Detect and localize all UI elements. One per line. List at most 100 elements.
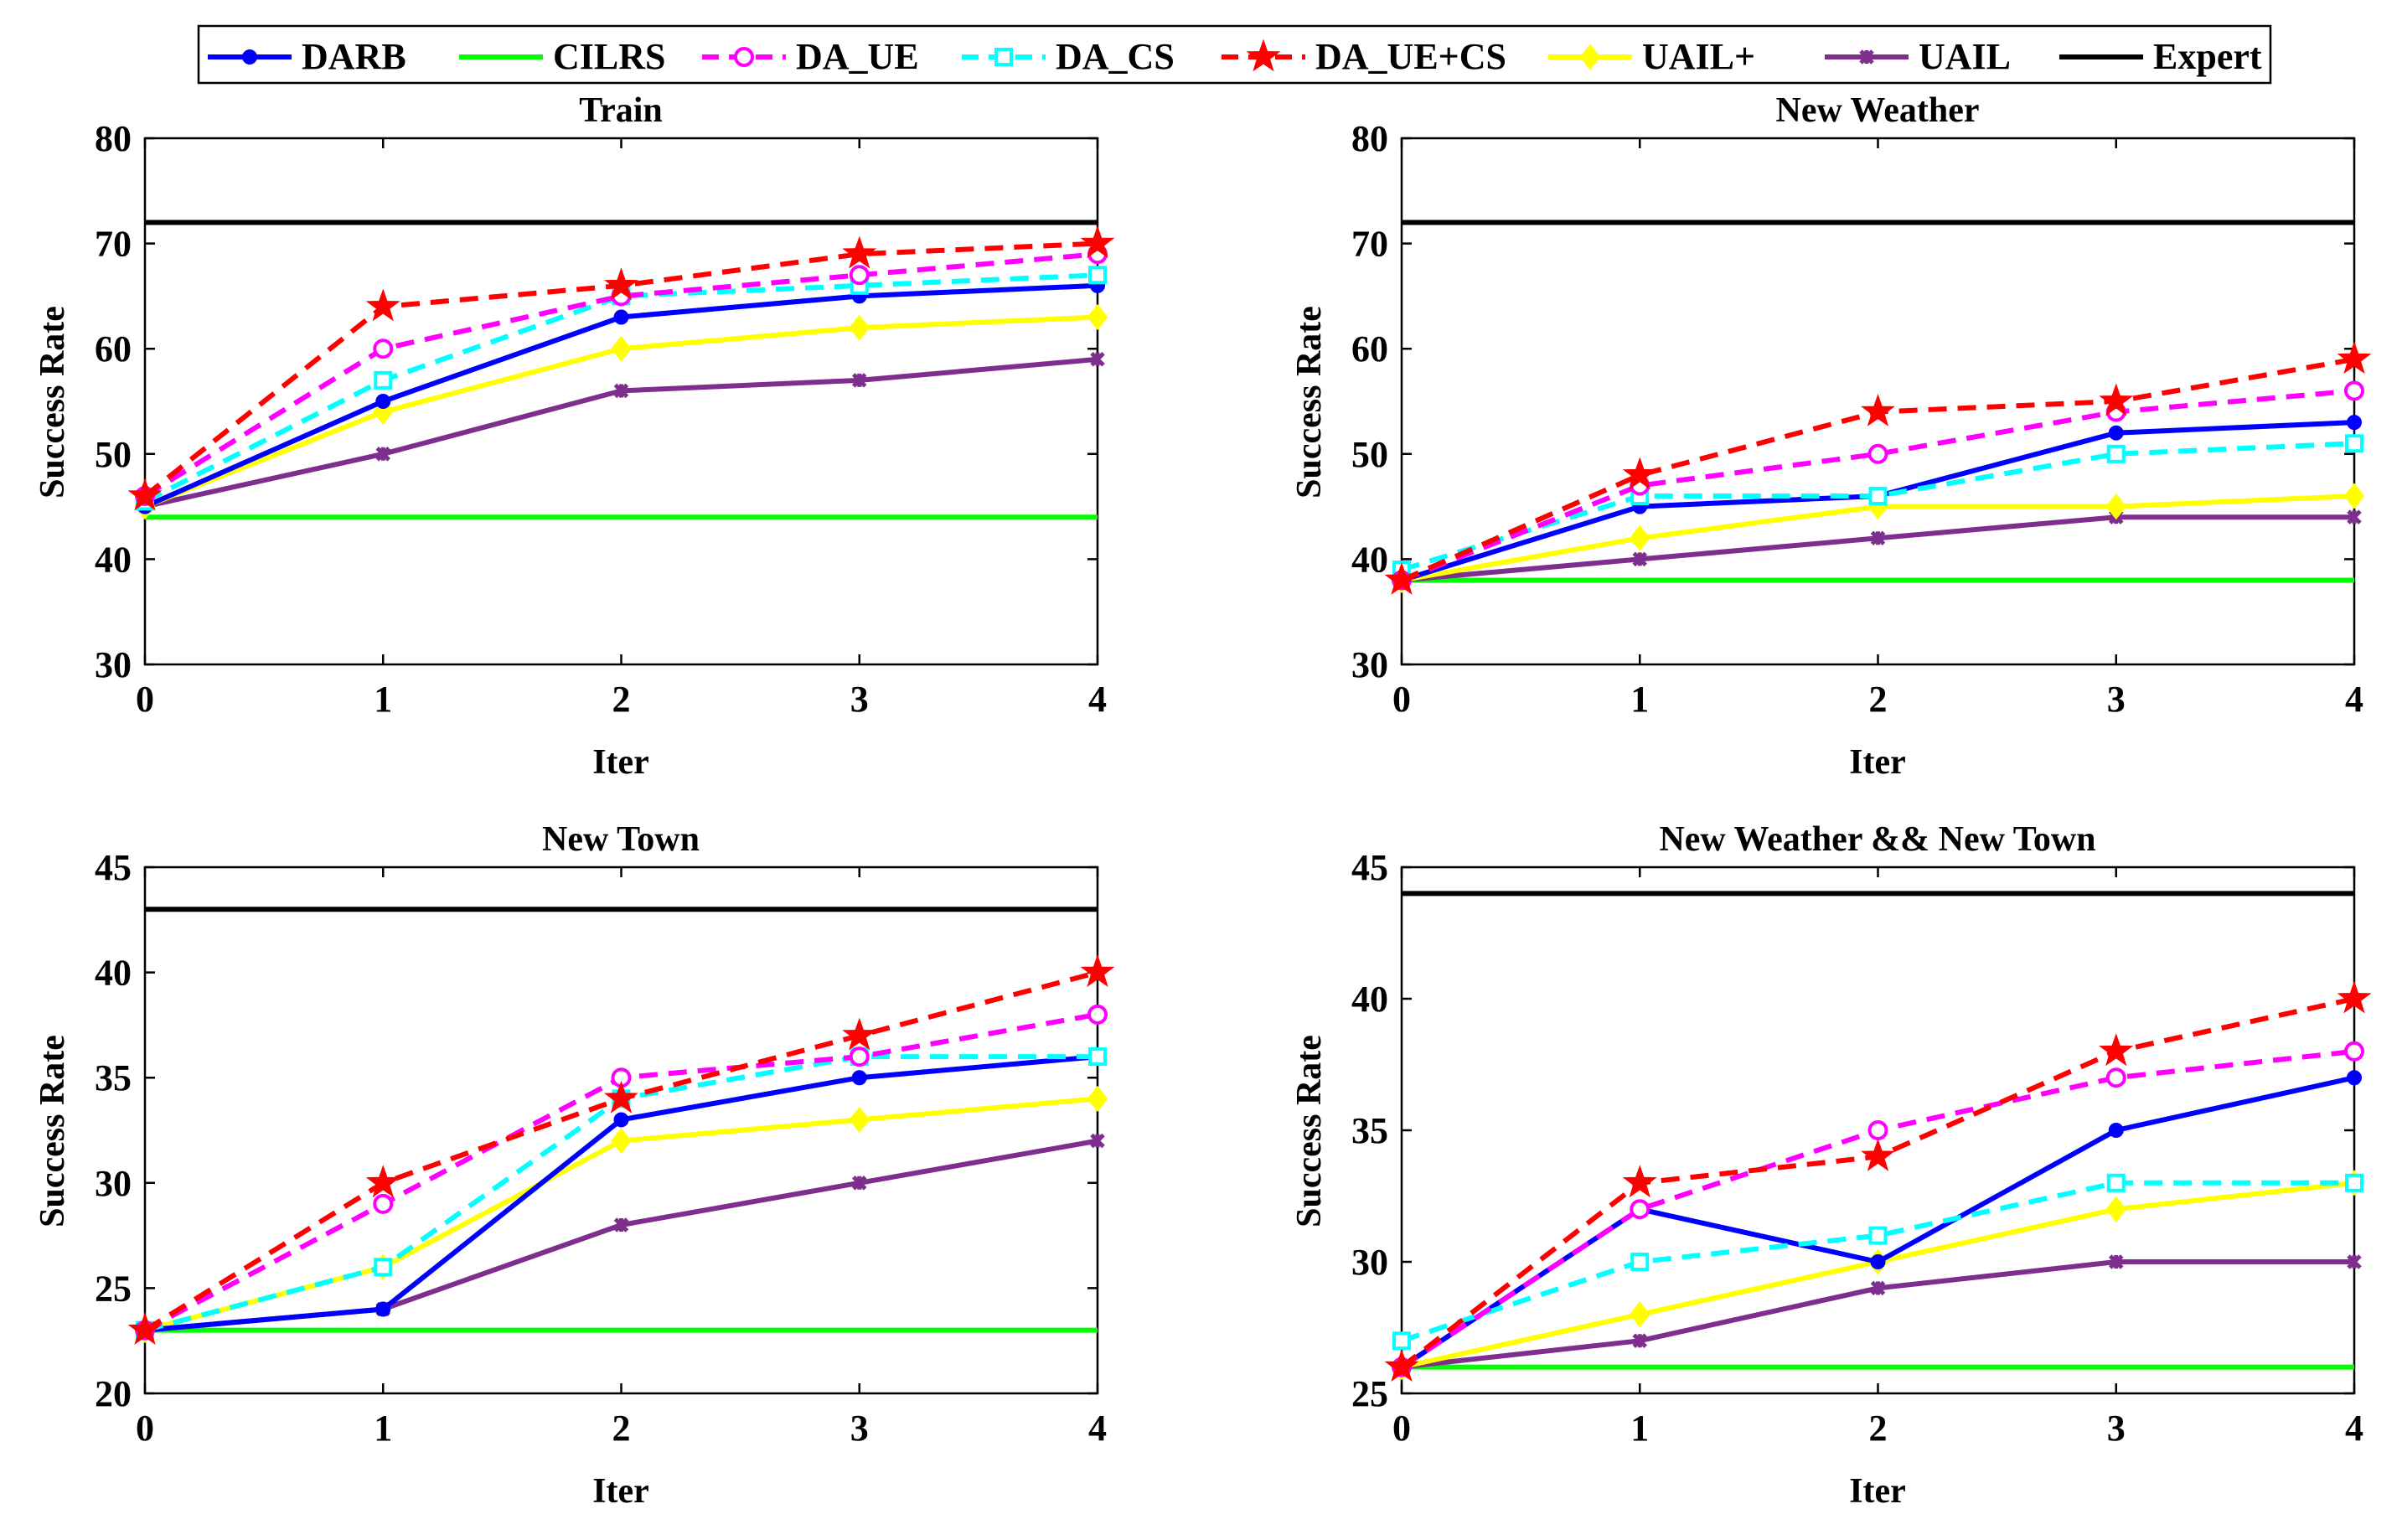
data-point (375, 447, 391, 462)
data-point (1087, 1004, 1108, 1025)
data-point (2344, 1041, 2364, 1062)
y-tick-label: 45 (95, 847, 132, 888)
data-point (375, 394, 391, 409)
x-tick-label: 1 (374, 679, 392, 720)
data-point (2347, 509, 2362, 525)
data-point (604, 267, 638, 301)
data-point (2106, 1173, 2126, 1192)
legend-label: UAIL (1919, 36, 2011, 77)
data-point (2345, 1173, 2363, 1192)
data-point (842, 1017, 877, 1051)
data-point (2108, 1123, 2124, 1138)
legend-item-expert: Expert (2059, 36, 2262, 77)
x-tick-label: 0 (1392, 1408, 1411, 1449)
data-point (1087, 303, 1108, 331)
data-point (851, 373, 867, 388)
y-axis-label: Success Rate (1290, 306, 1329, 499)
x-tick-label: 2 (612, 1408, 631, 1449)
legend-marker (242, 49, 257, 65)
data-point (2106, 444, 2126, 463)
x-tick-label: 2 (1869, 1408, 1888, 1449)
series-line (143, 251, 1098, 499)
x-tick-label: 3 (2107, 1408, 2126, 1449)
data-point (374, 1258, 393, 1277)
data-point (1088, 1047, 1107, 1067)
legend-label: DARB (302, 36, 406, 77)
x-tick-label: 1 (1630, 1408, 1649, 1449)
data-point (849, 314, 870, 341)
y-tick-label: 40 (1351, 979, 1388, 1020)
legend-marker (1246, 39, 1281, 72)
data-point (851, 1070, 867, 1086)
legend-item-uail: UAIL (1825, 36, 2011, 77)
x-tick-label: 0 (136, 1408, 154, 1449)
x-tick-label: 0 (136, 679, 154, 720)
y-tick-label: 60 (1351, 328, 1388, 369)
series-da-ue-cs (127, 225, 1115, 511)
data-point (365, 1165, 400, 1198)
series-da-cs (1392, 1173, 2363, 1351)
data-point (127, 1312, 163, 1346)
data-point (611, 335, 632, 362)
data-point (851, 1176, 867, 1191)
x-tick-label: 4 (1088, 679, 1107, 720)
panel-2-plot: 20 25 30 35 40 45 0 1 2 3 4 (95, 847, 1115, 1449)
panel-title: New Town (542, 820, 700, 859)
data-point (1622, 457, 1657, 490)
data-point (613, 383, 629, 399)
data-point (604, 1080, 638, 1114)
legend-label: CILRS (553, 36, 666, 77)
data-point (1867, 1120, 1888, 1140)
legend-item-uail: UAIL+ (1548, 36, 1755, 77)
y-tick-label: 40 (1351, 539, 1388, 580)
data-point (373, 1193, 394, 1214)
legend-label: DA_UE+CS (1315, 36, 1506, 77)
series-da-ue (1392, 1041, 2364, 1377)
y-tick-label: 30 (1351, 644, 1388, 685)
data-point (2347, 1254, 2362, 1269)
data-point (2099, 383, 2134, 416)
plot-frame (143, 137, 1099, 666)
y-axis-label: Success Rate (34, 1035, 72, 1227)
x-axis-label: Iter (592, 1472, 649, 1511)
panel-new-weather: 30 40 50 60 70 80 0 1 2 3 4 New Weather Iter Succe… (1290, 91, 2372, 782)
data-point (1870, 1280, 1886, 1296)
data-point (2344, 380, 2364, 401)
y-axis-label: Success Rate (1290, 1035, 1329, 1227)
x-tick-label: 4 (1088, 1408, 1107, 1449)
y-tick-label: 40 (95, 539, 132, 580)
data-point (2105, 493, 2127, 520)
data-point (1090, 1133, 1105, 1149)
x-tick-label: 3 (850, 679, 869, 720)
data-point (2347, 1070, 2362, 1086)
data-point (1861, 394, 1895, 426)
legend-label: DA_CS (1056, 36, 1175, 77)
data-point (1632, 551, 1648, 567)
y-tick-label: 50 (1351, 434, 1388, 475)
legend-marker (1579, 44, 1601, 70)
data-point (849, 1106, 870, 1134)
legend-marker (1859, 49, 1874, 65)
data-point (842, 235, 877, 269)
data-point (849, 1046, 870, 1067)
y-tick-label: 30 (95, 1163, 132, 1204)
data-point (613, 1112, 629, 1128)
data-point (613, 309, 629, 325)
data-point (374, 370, 393, 390)
data-point (1861, 1138, 1895, 1171)
data-point (2105, 1067, 2126, 1088)
y-tick-label: 35 (1351, 1110, 1388, 1151)
data-point (127, 478, 163, 511)
data-point (2345, 434, 2363, 453)
panel-title: Train (579, 91, 663, 130)
panel-new-town: 20 25 30 35 40 45 0 1 2 3 4 New Town Iter Success … (34, 820, 1115, 1511)
x-tick-label: 2 (612, 679, 631, 720)
data-point (1868, 487, 1888, 506)
y-tick-label: 80 (1351, 118, 1388, 159)
y-tick-label: 40 (95, 953, 132, 994)
data-point (1087, 1085, 1108, 1112)
legend-items: DARB CILRS DA_UE DA_CS DA_UE+CS UAIL+ UAIL Expe… (208, 36, 2262, 77)
data-point (1384, 1349, 1419, 1382)
